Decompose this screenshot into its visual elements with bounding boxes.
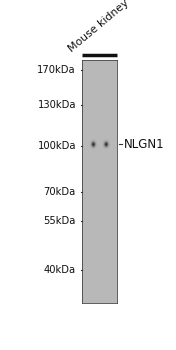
Text: NLGN1: NLGN1	[124, 138, 164, 151]
Text: 55kDa: 55kDa	[43, 216, 76, 226]
Text: Mouse kidney: Mouse kidney	[67, 0, 131, 54]
Text: 70kDa: 70kDa	[44, 187, 76, 197]
Text: 130kDa: 130kDa	[37, 100, 76, 110]
Text: 100kDa: 100kDa	[37, 141, 76, 151]
Text: 170kDa: 170kDa	[37, 65, 76, 75]
Text: 40kDa: 40kDa	[44, 265, 76, 275]
Bar	[82, 60, 118, 303]
